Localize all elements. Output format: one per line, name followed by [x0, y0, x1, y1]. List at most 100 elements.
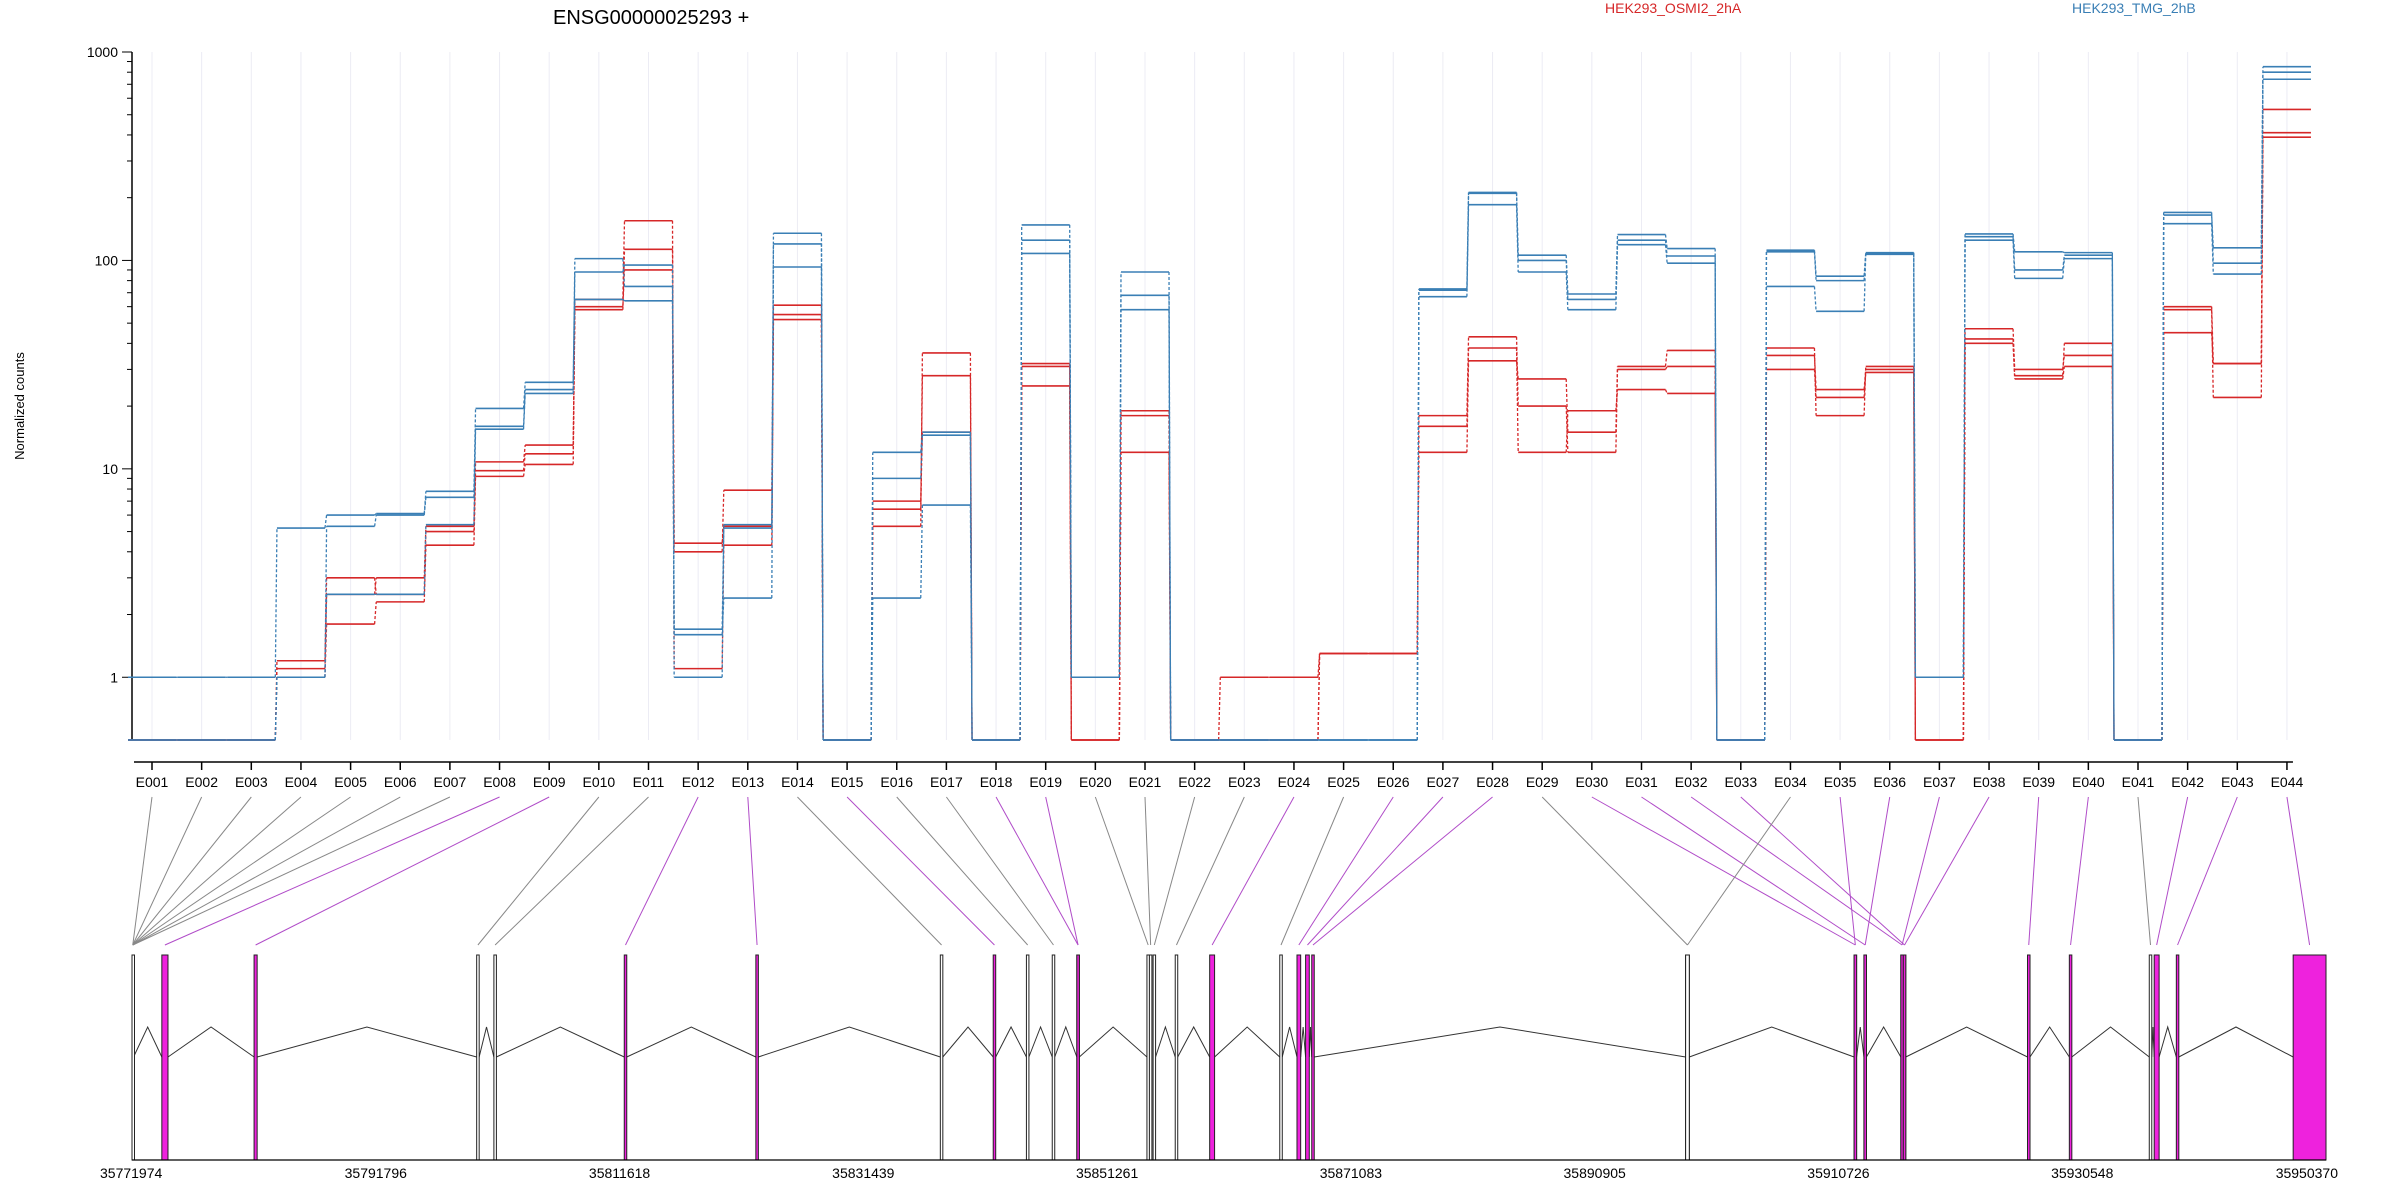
- plot-grid: [151, 52, 2288, 740]
- series-connector: [1664, 350, 1668, 367]
- series-connector: [622, 298, 625, 302]
- exon-block-E041: [2148, 954, 2153, 1161]
- series-connector: [324, 526, 328, 678]
- series-connector: [2161, 215, 2165, 741]
- connector-E033: [1740, 796, 1905, 946]
- connector-E040: [2070, 796, 2089, 946]
- series-connector: [1813, 286, 1817, 312]
- intron-line: [995, 1025, 1027, 1058]
- series-connector: [373, 514, 377, 527]
- connector-E034: [1687, 796, 1791, 946]
- x-tick-label: E017: [930, 774, 963, 790]
- series-connector: [1416, 426, 1420, 654]
- series-connector: [820, 233, 824, 741]
- series-connector: [423, 545, 427, 602]
- series-connector: [2111, 255, 2115, 741]
- gene-model-track: [131, 954, 2327, 1161]
- series-connector: [473, 426, 477, 492]
- exon-block-E040: [2068, 954, 2073, 1161]
- exon-block-E034: [1685, 954, 1690, 1161]
- exon-block-E027: [1305, 954, 1310, 1161]
- series-connector: [522, 382, 526, 409]
- series-connector: [721, 524, 725, 678]
- x-tick-label: E010: [582, 774, 615, 790]
- intron-line: [133, 1025, 163, 1058]
- series-connector: [622, 220, 626, 300]
- exon-block-E010: [476, 954, 480, 1161]
- connector-E005: [132, 796, 351, 946]
- series-connector: [274, 528, 278, 678]
- connector-E044: [2286, 796, 2311, 946]
- legend-entry-tmg: HEK293_TMG_2hB: [2072, 0, 2196, 16]
- connector-E012: [625, 796, 699, 946]
- series-connector: [1863, 369, 1867, 390]
- x-tick-label: E007: [434, 774, 467, 790]
- intron-line: [167, 1026, 255, 1058]
- exon-block-E036: [1863, 954, 1867, 1161]
- connector-E006: [132, 796, 401, 946]
- series-tmg-4: [128, 65, 2311, 741]
- intron-line: [1054, 1025, 1078, 1058]
- x-tick-label: E032: [1675, 774, 1708, 790]
- series-connector: [423, 524, 427, 595]
- series-connector: [1813, 355, 1817, 390]
- exon-block-E013: [755, 954, 759, 1161]
- series-connector: [2111, 252, 2115, 741]
- x-tick-label: E006: [384, 774, 417, 790]
- x-tick-label: E015: [831, 774, 864, 790]
- intron-line: [257, 1026, 477, 1058]
- x-tick-label: E030: [1575, 774, 1608, 790]
- connector-E009: [255, 796, 550, 946]
- genomic-coordinate-axis: 35771974 35791796 35811618 35831439 35851261…: [100, 1159, 2338, 1181]
- x-tick-label: E011: [633, 774, 665, 790]
- x-tick-label: E012: [682, 774, 715, 790]
- series-connector: [423, 491, 427, 514]
- series-connector: [671, 286, 675, 678]
- series-connector: [1714, 248, 1718, 741]
- series-connector: [2062, 258, 2065, 279]
- exon-block-E043: [2175, 954, 2180, 1161]
- series-connector: [2161, 212, 2165, 741]
- y-tick-label: 10: [102, 461, 118, 477]
- intron-line: [1155, 1025, 1176, 1058]
- connector-E002: [132, 796, 203, 946]
- x-tick-label: E003: [235, 774, 268, 790]
- series-connector: [1764, 251, 1768, 741]
- series-connector: [1664, 234, 1668, 249]
- series-connector: [373, 601, 377, 625]
- series-connector: [1813, 347, 1817, 416]
- exon-block-E025: [1279, 954, 1283, 1161]
- x-tick-label: E041: [2122, 774, 2155, 790]
- y-tick-label: 1: [110, 669, 118, 685]
- x-tick-label: E008: [483, 774, 516, 790]
- intron-line: [1689, 1026, 1855, 1058]
- exon-block-E019: [1076, 954, 1080, 1161]
- connector-E001: [132, 796, 153, 946]
- series-connector: [771, 243, 775, 529]
- series-connector: [1515, 347, 1519, 453]
- exon-block-E044: [2292, 954, 2327, 1161]
- connector-E008: [164, 796, 500, 946]
- series-connector: [522, 464, 526, 477]
- intron-line: [1028, 1025, 1053, 1058]
- series-connector: [572, 258, 576, 390]
- connector-E025: [1280, 796, 1345, 946]
- x-tick-label: E037: [1923, 774, 1956, 790]
- x-tick-label: E036: [1873, 774, 1906, 790]
- series-connector: [920, 432, 924, 453]
- connector-E032: [1690, 796, 1903, 946]
- series-connector: [820, 243, 824, 741]
- coord-tick-label: 35910726: [1807, 1165, 1870, 1181]
- series-connector: [1664, 389, 1668, 394]
- x-tick-label: E001: [136, 774, 169, 790]
- x-tick-label: E044: [2271, 774, 2304, 790]
- connector-E022: [1153, 796, 1196, 946]
- intron-line: [1905, 1026, 2028, 1058]
- series-connector: [1466, 347, 1470, 427]
- connector-E021: [1144, 796, 1152, 946]
- intron-line: [942, 1026, 994, 1058]
- connector-E016: [896, 796, 1029, 946]
- series-connector: [1565, 378, 1569, 433]
- x-tick-label: E042: [2171, 774, 2204, 790]
- series-connector: [473, 476, 477, 546]
